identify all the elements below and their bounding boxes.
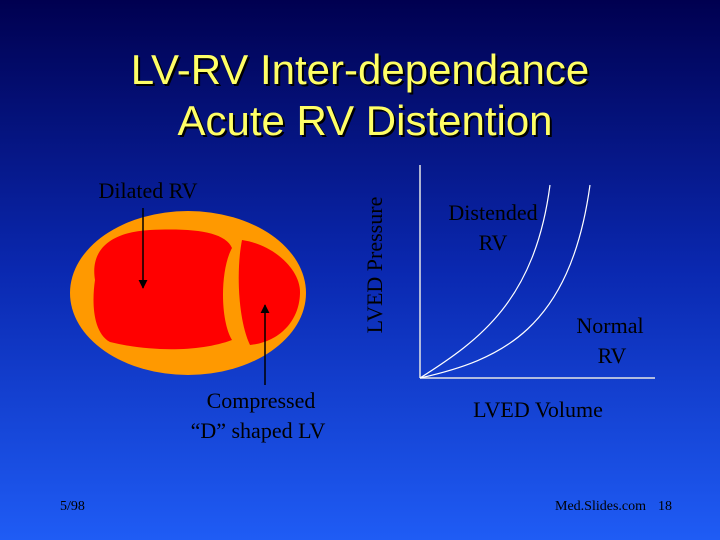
curve-label: RV [598, 343, 627, 368]
left-ventricle [238, 240, 300, 345]
footer-page: 18 [658, 499, 672, 514]
title: LV-RV Inter-dependance [131, 46, 589, 93]
axis-label: LVED Volume [473, 397, 603, 422]
normal-curve [419, 184, 591, 379]
footer-date: 5/98 [60, 499, 85, 514]
label: “D” shaped LV [191, 418, 326, 443]
heart-diagram [70, 208, 306, 385]
axis-label: LVED Pressure [362, 197, 387, 334]
title: Acute RV Distention [177, 97, 552, 144]
curve-label: Distended [448, 200, 537, 225]
curve-label: RV [479, 230, 508, 255]
pressure-volume-graph [419, 165, 655, 379]
distended-curve [419, 184, 551, 379]
right-ventricle [93, 229, 233, 350]
footer-source: Med.Slides.com [555, 499, 646, 514]
title-shadow: LV-RV Inter-dependance [133, 48, 591, 95]
curve-label: Normal [576, 313, 643, 338]
title-shadow: Acute RV Distention [179, 99, 554, 146]
label: Dilated RV [98, 178, 197, 203]
label: Compressed [207, 388, 316, 413]
